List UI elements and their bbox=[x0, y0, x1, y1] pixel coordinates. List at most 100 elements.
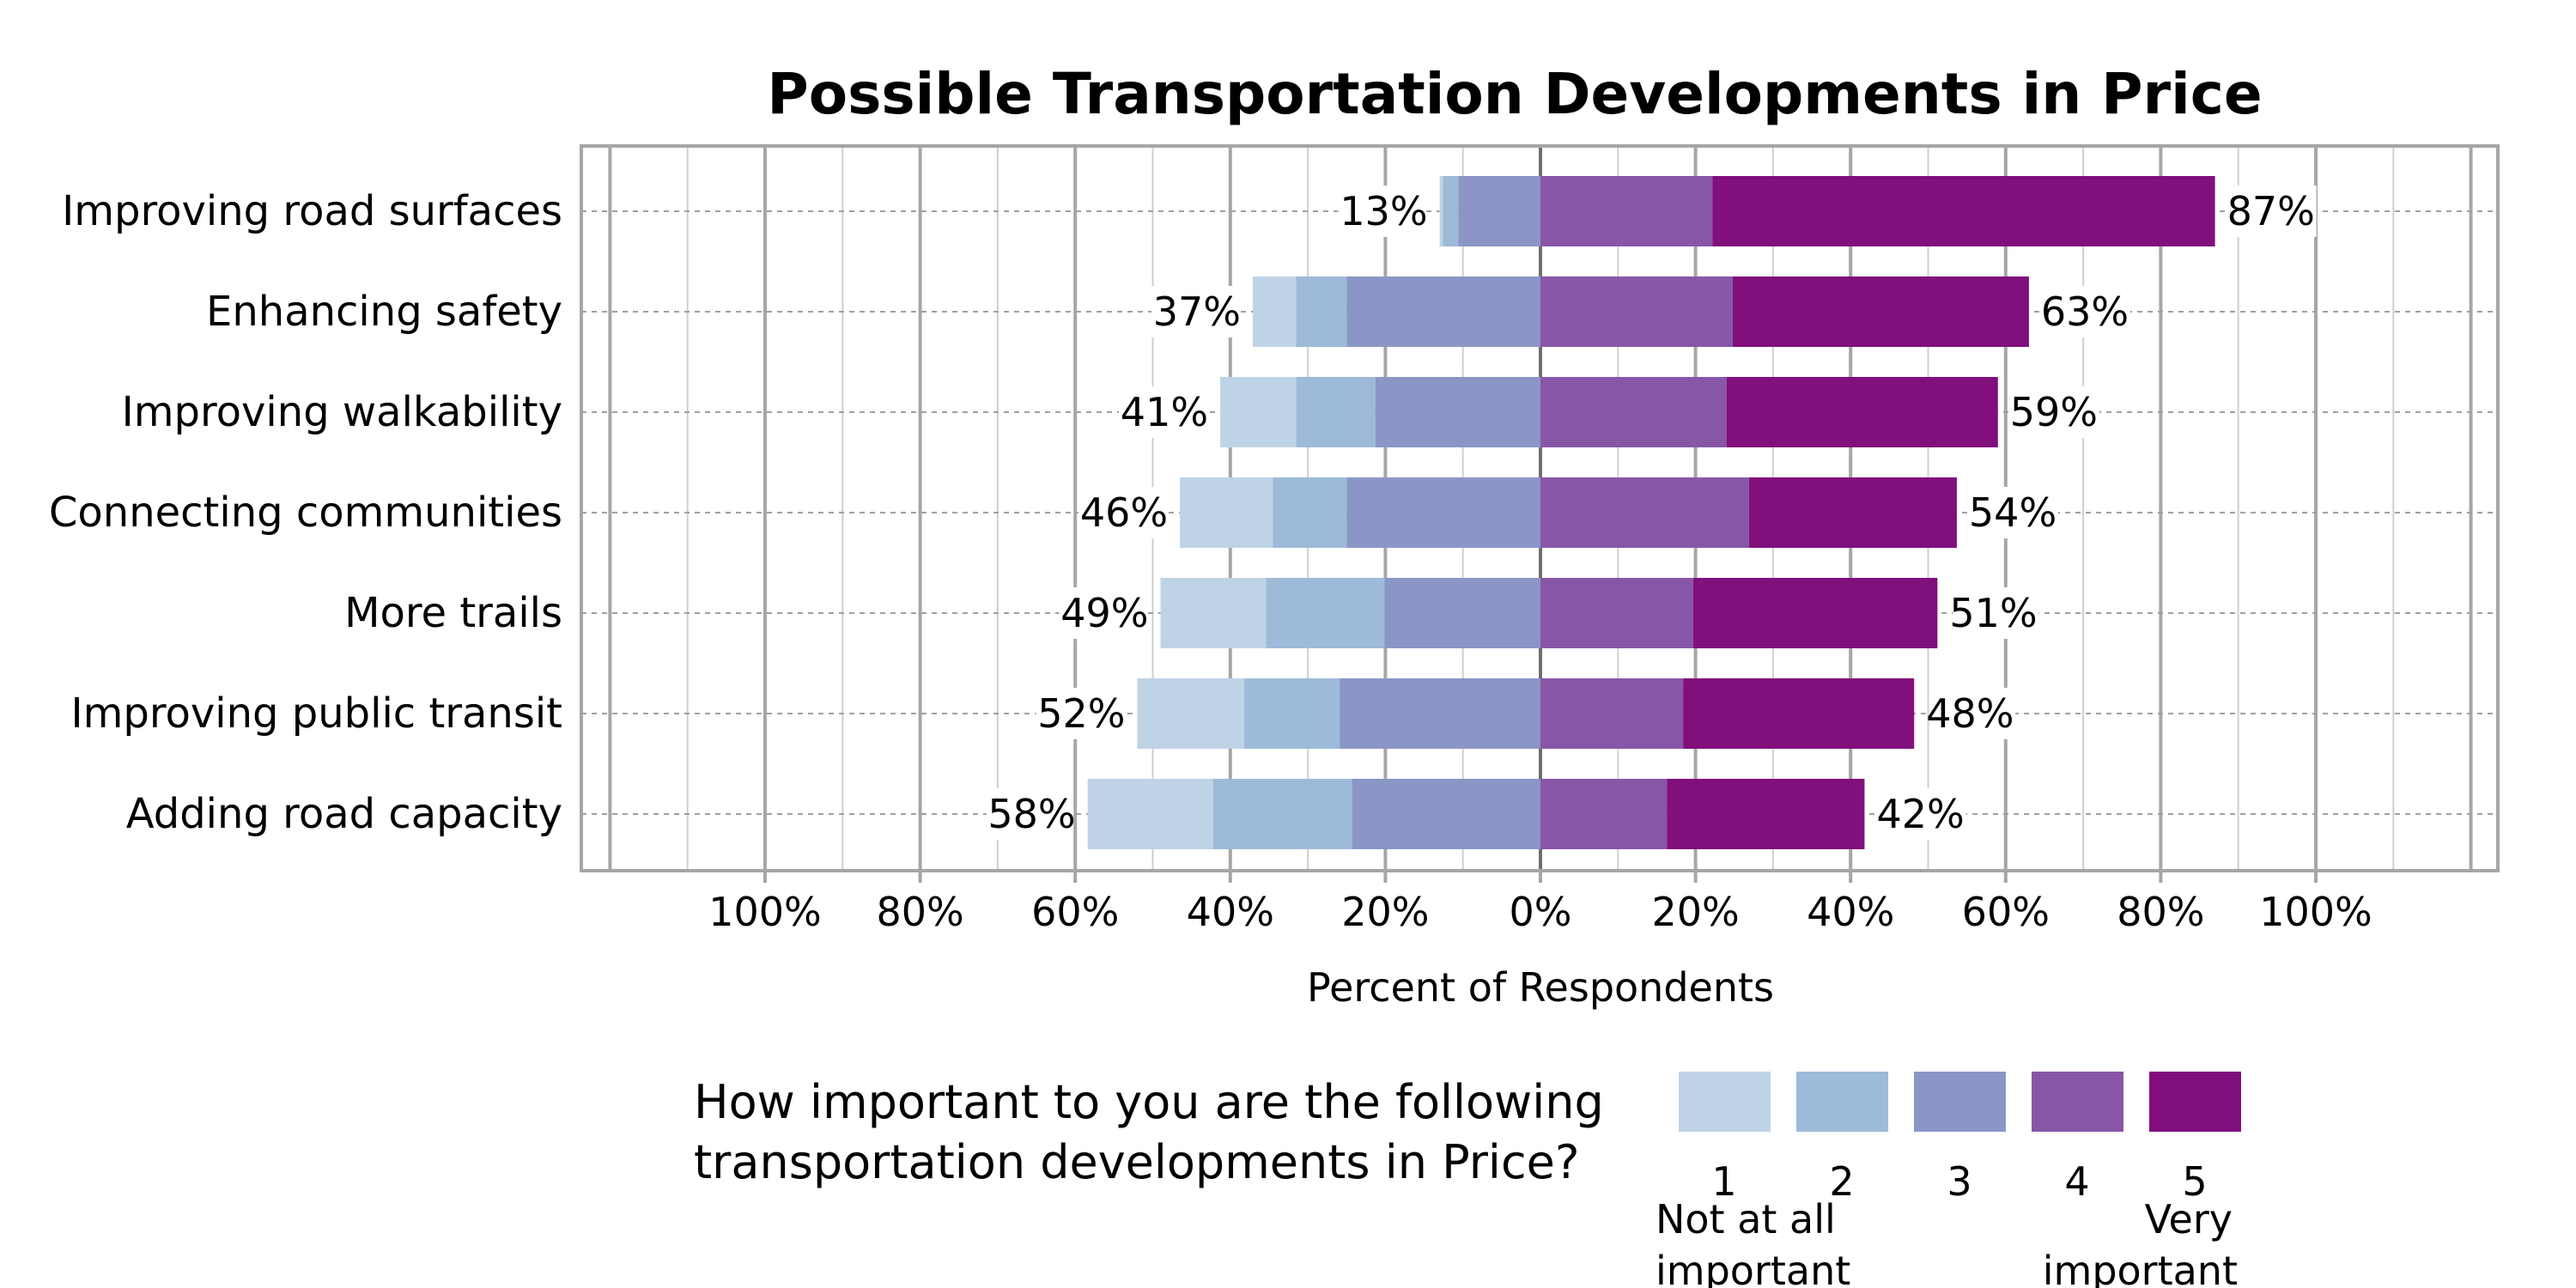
bar-segment-3 bbox=[1384, 578, 1540, 648]
category-label: Improving public transit bbox=[70, 690, 562, 738]
data-label-background bbox=[2230, 185, 2317, 237]
data-label-background bbox=[1929, 688, 2016, 739]
negative-total-label: 58% bbox=[987, 791, 1075, 837]
bar-segment-4 bbox=[1540, 377, 1727, 447]
category-labels: Improving road surfaces Enhancing safety I… bbox=[49, 187, 562, 838]
x-tick-label: 80% bbox=[2117, 889, 2204, 935]
bar-segment-5 bbox=[1692, 578, 1938, 648]
bar-segment-4 bbox=[1540, 176, 1713, 246]
bar-segment-1 bbox=[1087, 779, 1213, 849]
data-label-background bbox=[1119, 386, 1206, 438]
category-label: Connecting communities bbox=[49, 489, 562, 537]
legend-question-line-1: How important to you are the following bbox=[694, 1075, 1604, 1129]
bar-segment-5 bbox=[1683, 678, 1915, 749]
category-label: Improving road surfaces bbox=[62, 187, 562, 235]
category-label: Improving walkability bbox=[122, 388, 562, 436]
bar-segment-5 bbox=[1667, 779, 1865, 849]
x-tick-label: 100% bbox=[708, 889, 822, 935]
negative-total-label: 46% bbox=[1080, 489, 1168, 536]
bar-segment-1 bbox=[1137, 678, 1245, 749]
bars bbox=[1087, 176, 2215, 849]
legend-key-label: 5 bbox=[2182, 1158, 2207, 1205]
bar-segment-3 bbox=[1375, 377, 1540, 447]
legend-swatch-1 bbox=[1679, 1072, 1771, 1132]
legend-low-anchor-line-2: important bbox=[1656, 1248, 1850, 1288]
bar-segment-4 bbox=[1540, 276, 1733, 347]
bar-segment-2 bbox=[1296, 276, 1347, 347]
x-tick-label: 20% bbox=[1341, 889, 1429, 935]
bar-segment-2 bbox=[1443, 176, 1459, 246]
bar-segment-1 bbox=[1439, 176, 1443, 246]
data-label-background bbox=[1151, 286, 1237, 337]
bar-segment-1 bbox=[1180, 477, 1273, 548]
x-axis-ticks: 100% 80% 60% 40% 20% 0% 20% 40% 60% 80% 100% bbox=[708, 871, 2372, 935]
negative-total-label: 13% bbox=[1340, 188, 1427, 234]
x-tick-label: 40% bbox=[1807, 889, 1894, 935]
bar-segment-2 bbox=[1296, 377, 1376, 447]
bar-segment-1 bbox=[1252, 276, 1297, 347]
bar-segment-4 bbox=[1540, 477, 1749, 548]
category-label: Adding road capacity bbox=[126, 790, 562, 838]
legend-high-anchor-line-2: important bbox=[2043, 1248, 2238, 1288]
bar-segment-2 bbox=[1212, 779, 1352, 849]
bar-segment-2 bbox=[1244, 678, 1340, 749]
category-label: More trails bbox=[344, 589, 562, 637]
bar-segment-4 bbox=[1540, 578, 1693, 648]
data-label-background bbox=[1880, 788, 1966, 840]
bar-segment-5 bbox=[1748, 477, 1957, 548]
data-label-background bbox=[1971, 487, 2058, 538]
x-tick-label: 100% bbox=[2259, 889, 2372, 935]
bar-segment-3 bbox=[1346, 276, 1540, 347]
negative-total-label: 37% bbox=[1153, 289, 1241, 335]
legend-swatch-3 bbox=[1914, 1072, 2006, 1132]
positive-total-label: 63% bbox=[2041, 289, 2129, 335]
legend-key-label: 2 bbox=[1829, 1158, 1854, 1205]
data-label-background bbox=[1059, 587, 1145, 639]
negative-total-label: 41% bbox=[1121, 389, 1208, 435]
legend-question-line-2: transportation developments in Price? bbox=[694, 1135, 1580, 1189]
bar-segment-3 bbox=[1458, 176, 1540, 246]
bar-segment-2 bbox=[1266, 578, 1385, 648]
category-label: Enhancing safety bbox=[206, 288, 562, 336]
data-label-background bbox=[1078, 487, 1165, 538]
bar-segment-3 bbox=[1340, 678, 1540, 749]
negative-total-label: 52% bbox=[1037, 690, 1125, 737]
x-tick-label: 60% bbox=[1962, 889, 2050, 935]
positive-total-label: 54% bbox=[1969, 489, 2057, 536]
bar-segment-2 bbox=[1273, 477, 1347, 548]
bar-segment-5 bbox=[1712, 176, 2215, 246]
data-label-background bbox=[986, 788, 1072, 840]
positive-total-label: 48% bbox=[1926, 690, 2014, 737]
data-label-background bbox=[1338, 185, 1425, 237]
chart-title: Possible Transportation Developments in … bbox=[767, 61, 2262, 127]
data-label-background bbox=[2013, 386, 2099, 438]
positive-total-label: 87% bbox=[2227, 188, 2315, 234]
data-labels: 13% 87% 37% 63% 41% 59% 46% 54% 49% 51% 52% 48% 58% 4… bbox=[986, 185, 2317, 840]
legend-swatch-2 bbox=[1796, 1072, 1888, 1132]
negative-total-label: 49% bbox=[1060, 590, 1148, 636]
data-label-background bbox=[1953, 587, 2039, 639]
data-label-background bbox=[1036, 688, 1122, 739]
legend-key-label: 1 bbox=[1711, 1158, 1736, 1205]
bar-segment-4 bbox=[1540, 779, 1668, 849]
bar-segment-1 bbox=[1220, 377, 1297, 447]
legend-key-label: 4 bbox=[2064, 1158, 2089, 1205]
legend-key-label: 3 bbox=[1947, 1158, 1971, 1205]
x-tick-label: 40% bbox=[1187, 889, 1274, 935]
x-tick-label: 80% bbox=[876, 889, 963, 935]
bar-segment-3 bbox=[1352, 779, 1540, 849]
legend-swatch-5 bbox=[2149, 1072, 2241, 1132]
positive-total-label: 42% bbox=[1876, 791, 1964, 837]
x-axis-title: Percent of Respondents bbox=[1307, 964, 1774, 1011]
x-tick-label: 60% bbox=[1031, 889, 1119, 935]
legend: How important to you are the following t… bbox=[694, 1072, 2241, 1288]
x-tick-label: 20% bbox=[1651, 889, 1739, 935]
legend-low-anchor-line-1: Not at all bbox=[1656, 1196, 1836, 1242]
bar-segment-5 bbox=[1732, 276, 2029, 347]
positive-total-label: 51% bbox=[1949, 590, 2037, 636]
bar-segment-1 bbox=[1160, 578, 1267, 648]
legend-high-anchor-line-1: Very bbox=[2145, 1196, 2233, 1242]
x-tick-label: 0% bbox=[1510, 889, 1572, 935]
data-label-background bbox=[2044, 286, 2130, 337]
